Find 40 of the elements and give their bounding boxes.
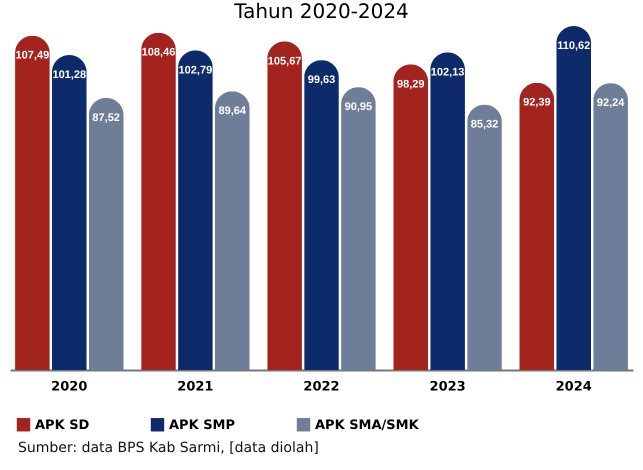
- data-label: 92,39: [523, 96, 551, 109]
- bar: [178, 50, 213, 370]
- data-label: 85,32: [470, 118, 498, 131]
- x-tick-label: 2024: [556, 380, 592, 394]
- bar: [556, 26, 592, 370]
- bar: [267, 41, 302, 370]
- data-label: 102,13: [430, 66, 464, 78]
- legend-label: APK SD: [35, 418, 90, 433]
- data-label: 105,67: [268, 55, 302, 68]
- bar: [141, 32, 176, 370]
- x-tick-label: 2020: [51, 380, 88, 394]
- bar: [467, 104, 502, 370]
- x-tick-label: 2023: [430, 380, 466, 394]
- bar: [214, 91, 250, 370]
- data-label: 89,64: [218, 105, 247, 118]
- text: Sumber: data BPS Kab Sarmi, [data diolah]: [18, 440, 320, 456]
- bar: [341, 87, 376, 370]
- bar: [88, 98, 124, 370]
- data-label: 101,28: [52, 69, 86, 82]
- bar: [430, 52, 465, 370]
- data-label: 110,62: [557, 40, 590, 52]
- data-label: 92,24: [596, 97, 626, 110]
- legend-label: APK SMP: [169, 418, 236, 433]
- bar: [15, 36, 50, 370]
- bar: [304, 60, 339, 370]
- data-label: 102,79: [178, 64, 212, 76]
- legend-label: APK SMA/SMK: [315, 418, 420, 433]
- bar: [393, 64, 428, 370]
- data-label: 87,52: [92, 112, 120, 124]
- data-label: 98,29: [396, 78, 424, 90]
- bar: [520, 82, 554, 370]
- data-label: 107,49: [16, 50, 50, 62]
- bar: [52, 55, 87, 370]
- chart-title: Tahun 2020-2024: [233, 0, 409, 23]
- x-tick-label: 2022: [303, 380, 340, 394]
- x-tick-label: 2021: [177, 380, 214, 394]
- data-label: 108,46: [142, 46, 176, 59]
- bar: [593, 83, 628, 370]
- data-label: 90,95: [344, 101, 372, 114]
- data-label: 99,63: [308, 74, 336, 86]
